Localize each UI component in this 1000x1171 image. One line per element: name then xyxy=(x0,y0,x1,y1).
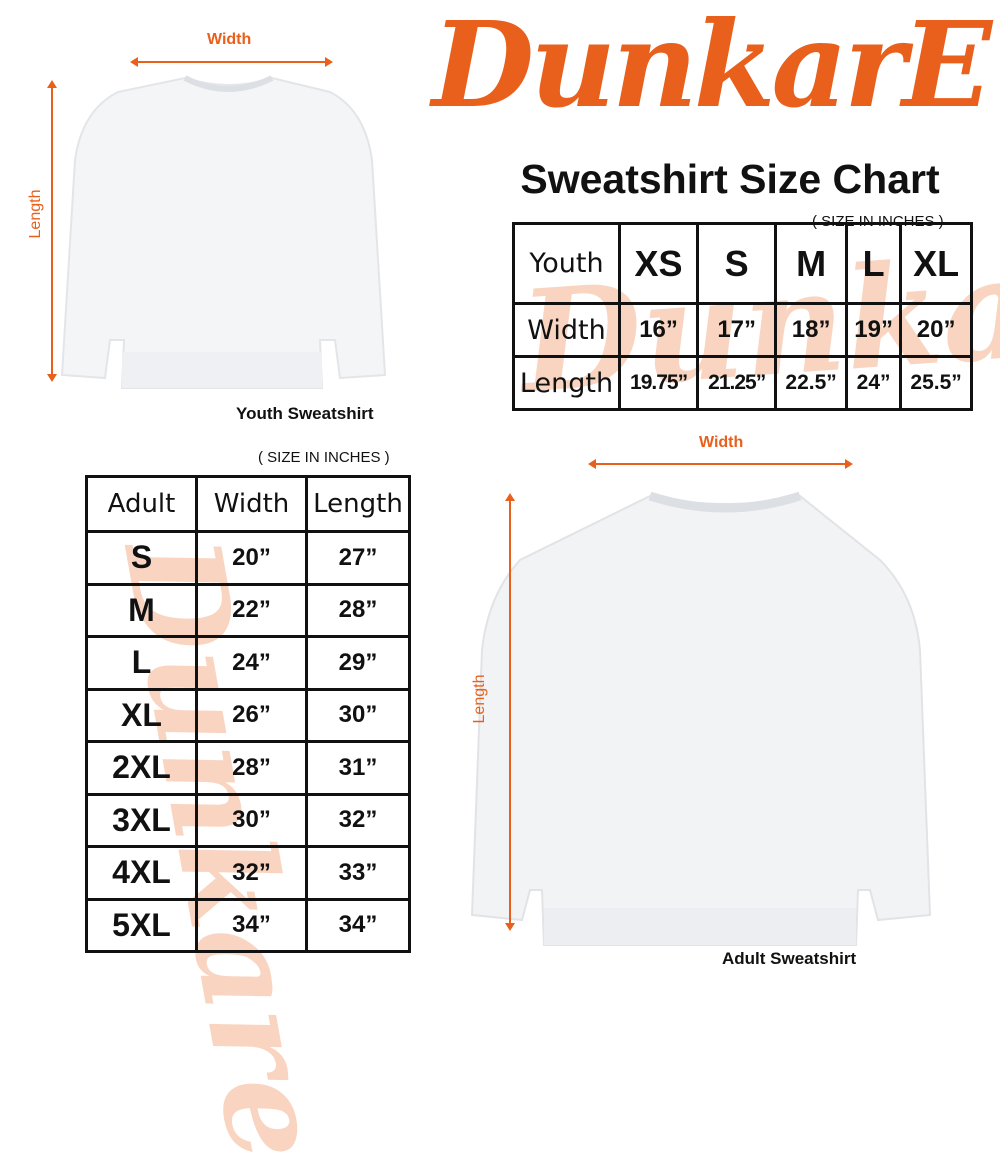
table-cell: 19” xyxy=(844,302,903,358)
youth-caption: Youth Sweatshirt xyxy=(236,404,374,423)
table-cell: 28” xyxy=(305,582,411,638)
table-cell: 32” xyxy=(305,792,411,848)
table-cell: 32” xyxy=(195,845,308,901)
adult-header-cell: Length xyxy=(305,475,411,533)
table-cell: 26” xyxy=(195,687,308,743)
youth-width-arrow xyxy=(130,57,333,67)
youth-header-cell: XS xyxy=(617,222,700,305)
adult-size-row: L 24” 29” xyxy=(85,635,411,691)
adult-size-table: Adult Width Length S 20” 27” M 22” 28” L 24” 29”… xyxy=(85,475,411,953)
table-cell: 30” xyxy=(305,687,411,743)
youth-header-cell: Youth xyxy=(512,222,621,305)
table-cell: 28” xyxy=(195,740,308,796)
youth-length-label: Length xyxy=(27,189,44,239)
table-cell: 19.75” xyxy=(617,355,700,411)
table-cell: 21.25” xyxy=(696,355,778,411)
table-cell: 34” xyxy=(305,897,411,953)
table-cell: 33” xyxy=(305,845,411,901)
adult-measure-graphics xyxy=(470,459,932,946)
size-label: 3XL xyxy=(85,792,198,848)
size-label: L xyxy=(85,635,198,691)
adult-size-row: S 20” 27” xyxy=(85,530,411,586)
youth-header-cell: L xyxy=(844,222,903,305)
row-label: Width xyxy=(512,302,621,358)
youth-sweatshirt-image xyxy=(60,75,387,389)
table-cell: 31” xyxy=(305,740,411,796)
youth-width-row: Width 16” 17” 18” 19” 20” xyxy=(512,302,973,358)
table-cell: 30” xyxy=(195,792,308,848)
adult-header-cell: Adult xyxy=(85,475,198,533)
table-cell: 27” xyxy=(305,530,411,586)
adult-length-arrow xyxy=(505,493,515,931)
size-label: 5XL xyxy=(85,897,198,953)
youth-size-table: Youth XS S M L XL Width 16” 17” 18” 19” … xyxy=(512,222,973,411)
adult-header-row: Adult Width Length xyxy=(85,475,411,533)
table-cell: 25.5” xyxy=(899,355,973,411)
adult-size-row: M 22” 28” xyxy=(85,582,411,638)
size-label: 4XL xyxy=(85,845,198,901)
adult-width-label: Width xyxy=(699,434,744,451)
table-cell: 18” xyxy=(774,302,848,358)
table-cell: 22” xyxy=(195,582,308,638)
youth-measure-graphics xyxy=(47,57,387,389)
table-cell: 29” xyxy=(305,635,411,691)
adult-size-row: 5XL 34” 34” xyxy=(85,897,411,953)
adult-sweatshirt-image xyxy=(470,491,932,946)
table-cell: 16” xyxy=(617,302,700,358)
adult-size-row: 4XL 32” 33” xyxy=(85,845,411,901)
size-label: 2XL xyxy=(85,740,198,796)
table-cell: 24” xyxy=(195,635,308,691)
adult-header-cell: Width xyxy=(195,475,308,533)
youth-length-row: Length 19.75” 21.25” 22.5” 24” 25.5” xyxy=(512,355,973,411)
table-cell: 22.5” xyxy=(774,355,848,411)
youth-header-cell: XL xyxy=(899,222,973,305)
youth-length-arrow xyxy=(47,80,57,382)
table-cell: 17” xyxy=(696,302,778,358)
size-label: XL xyxy=(85,687,198,743)
adult-width-arrow xyxy=(588,459,853,469)
table-cell: 34” xyxy=(195,897,308,953)
adult-caption: Adult Sweatshirt xyxy=(722,949,857,968)
youth-header-row: Youth XS S M L XL xyxy=(512,222,973,305)
youth-width-label: Width xyxy=(207,31,252,48)
page-title: Sweatshirt Size Chart xyxy=(520,156,940,202)
adult-unit-note: ( SIZE IN INCHES ) xyxy=(258,449,390,466)
row-label: Length xyxy=(512,355,621,411)
youth-header-cell: S xyxy=(696,222,778,305)
youth-header-cell: M xyxy=(774,222,848,305)
table-cell: 24” xyxy=(844,355,903,411)
adult-size-row: 2XL 28” 31” xyxy=(85,740,411,796)
brand-logo: DunkarE xyxy=(431,0,992,134)
size-label: S xyxy=(85,530,198,586)
adult-size-row: 3XL 30” 32” xyxy=(85,792,411,848)
adult-length-label: Length xyxy=(471,674,488,724)
table-cell: 20” xyxy=(899,302,973,358)
table-cell: 20” xyxy=(195,530,308,586)
size-label: M xyxy=(85,582,198,638)
adult-size-row: XL 26” 30” xyxy=(85,687,411,743)
